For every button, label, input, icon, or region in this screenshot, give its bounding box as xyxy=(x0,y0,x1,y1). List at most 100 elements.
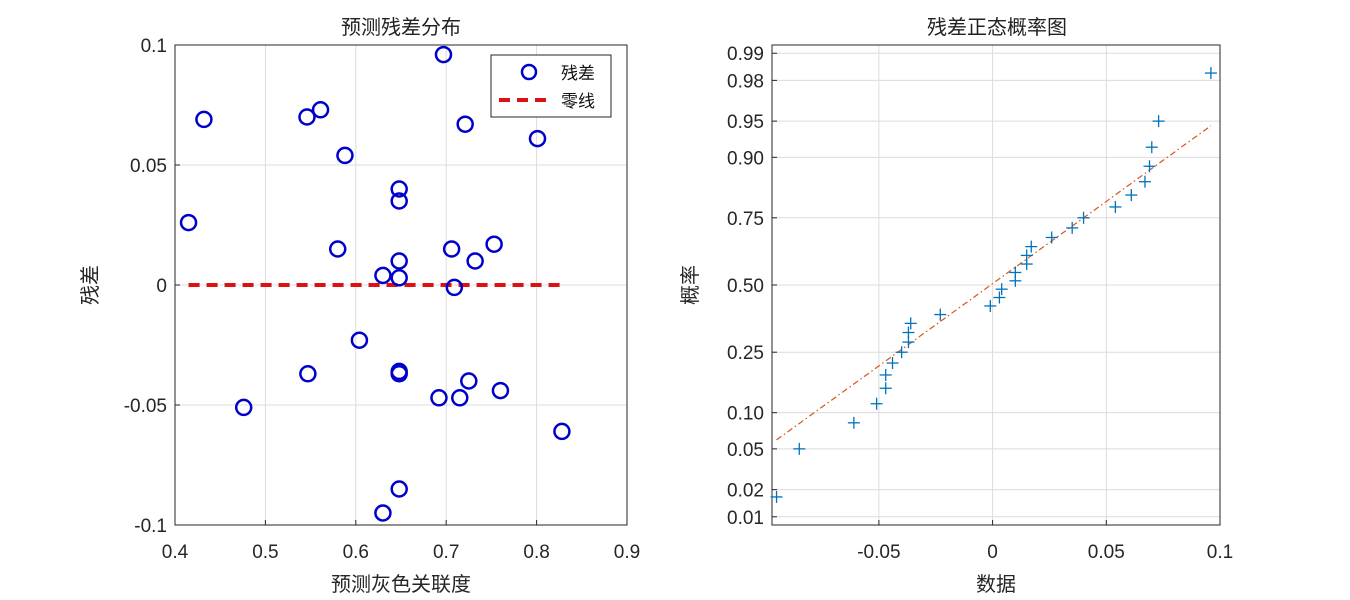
residual-point xyxy=(442,240,461,258)
probability-point xyxy=(879,368,892,381)
right-x-tick-label: 0 xyxy=(987,542,998,563)
left-y-axis-label: 残差 xyxy=(78,265,102,305)
left-legend: 残差 零线 xyxy=(490,54,612,118)
residual-point xyxy=(553,422,571,441)
left-plot: 预测残差分布 0.4 0.5 0.6 0.7 0.8 0.9-0.1-0.0500.050… xyxy=(78,15,640,596)
probability-point xyxy=(934,308,947,321)
left-x-tick-label: 0.6 xyxy=(343,542,369,563)
residual-point xyxy=(390,192,408,210)
probability-point xyxy=(1020,249,1033,262)
left-y-tick-label: -0.05 xyxy=(124,396,167,417)
residual-point xyxy=(195,110,213,129)
residual-point xyxy=(328,240,347,258)
right-y-tick-label: 0.98 xyxy=(727,71,764,92)
right-y-tick-label: 0.50 xyxy=(727,276,764,297)
legend-label-residual: 残差 xyxy=(561,64,595,84)
right-x-tick-label: -0.05 xyxy=(857,542,900,563)
left-x-axis-label: 预测灰色关联度 xyxy=(331,572,471,596)
probability-point xyxy=(995,283,1008,296)
right-x-tick-label: 0.05 xyxy=(1088,542,1125,563)
left-x-tick-label: 0.8 xyxy=(523,542,549,563)
probability-point xyxy=(902,326,915,339)
probability-point xyxy=(1077,211,1090,224)
residual-point xyxy=(234,398,253,417)
residual-point xyxy=(485,235,503,253)
right-tick-labels: -0.05 0 0.05 0.1 0.01 0.02 0.05 0.10 0.25 0.50 0.7… xyxy=(727,44,1233,563)
right-x-tick-label: 0.1 xyxy=(1207,542,1233,563)
residual-point xyxy=(466,252,484,270)
residual-point xyxy=(451,389,469,407)
legend-box xyxy=(490,54,612,118)
right-y-tick-label: 0.05 xyxy=(727,440,764,461)
right-y-tick-label: 0.25 xyxy=(727,343,764,364)
residual-point xyxy=(390,180,408,198)
right-y-tick-label: 0.01 xyxy=(727,508,764,529)
residual-point xyxy=(311,101,330,119)
left-tick-labels: 0.4 0.5 0.6 0.7 0.8 0.9 -0.1 -0.05 0 0.05 0.1 xyxy=(124,36,641,563)
residual-point xyxy=(390,269,408,287)
residual-point xyxy=(179,213,198,232)
left-x-tick-label: 0.5 xyxy=(252,542,278,563)
left-x-tick-label: 0.4 xyxy=(162,542,189,563)
right-y-tick-label: 0.75 xyxy=(727,209,764,230)
right-probability-points xyxy=(770,67,1217,503)
probability-point xyxy=(1009,266,1022,279)
probability-point xyxy=(1145,141,1158,154)
probability-point xyxy=(793,442,806,455)
left-axes-box xyxy=(174,44,628,526)
residual-point xyxy=(491,381,510,400)
probability-point xyxy=(1125,189,1138,202)
probability-point xyxy=(847,416,860,429)
left-chart-title: 预测残差分布 xyxy=(341,15,461,39)
residual-point xyxy=(456,115,474,133)
reference-line xyxy=(776,125,1212,441)
probability-point xyxy=(1152,115,1165,128)
probability-point xyxy=(1143,160,1156,173)
right-x-axis-label: 数据 xyxy=(976,572,1016,596)
probability-point xyxy=(904,317,917,330)
right-y-axis-label: 概率 xyxy=(678,265,702,305)
right-y-tick-label: 0.10 xyxy=(727,404,764,425)
legend-label-zero-line: 零线 xyxy=(561,92,595,112)
left-residual-points xyxy=(179,45,571,522)
residual-point xyxy=(460,372,478,390)
residual-point xyxy=(374,504,392,522)
right-axes-box xyxy=(771,44,1221,526)
left-x-tick-label: 0.9 xyxy=(614,542,640,563)
probability-point xyxy=(1045,231,1058,244)
probability-point xyxy=(993,291,1006,304)
right-y-tick-label: 0.90 xyxy=(727,148,764,169)
legend-circle-marker xyxy=(520,63,538,81)
left-y-tick-label: 0.05 xyxy=(130,156,167,177)
residual-point xyxy=(434,45,453,64)
residual-point xyxy=(299,365,317,383)
probability-point xyxy=(870,397,883,410)
residual-point xyxy=(390,365,408,383)
probability-point xyxy=(895,346,908,359)
probability-point xyxy=(1138,175,1151,188)
residual-point xyxy=(374,266,392,285)
right-chart-title: 残差正态概率图 xyxy=(927,15,1067,39)
right-reference-line-group xyxy=(776,125,1212,441)
left-x-tick-label: 0.7 xyxy=(433,542,459,563)
right-plot: 残差正态概率图 -0.05 0 0.05 0.1 0.01 0.02 0.05 0.10 0.2… xyxy=(678,15,1233,596)
probability-point xyxy=(1066,221,1079,234)
residual-point xyxy=(350,331,369,349)
left-y-tick-label: 0 xyxy=(156,276,167,297)
right-y-tick-label: 0.95 xyxy=(727,112,764,133)
residual-point xyxy=(430,389,448,407)
probability-point xyxy=(1204,67,1217,80)
probability-point xyxy=(886,357,899,370)
residual-point xyxy=(445,278,464,297)
residual-point xyxy=(298,108,316,126)
probability-point xyxy=(770,490,783,503)
residual-point xyxy=(390,252,408,270)
left-y-tick-label: -0.1 xyxy=(134,516,167,537)
right-grid xyxy=(772,45,1221,525)
right-y-tick-label: 0.02 xyxy=(727,481,764,502)
residual-point xyxy=(336,146,354,165)
probability-point xyxy=(984,299,997,312)
probability-point xyxy=(879,382,892,395)
right-y-tick-label: 0.99 xyxy=(727,44,764,65)
